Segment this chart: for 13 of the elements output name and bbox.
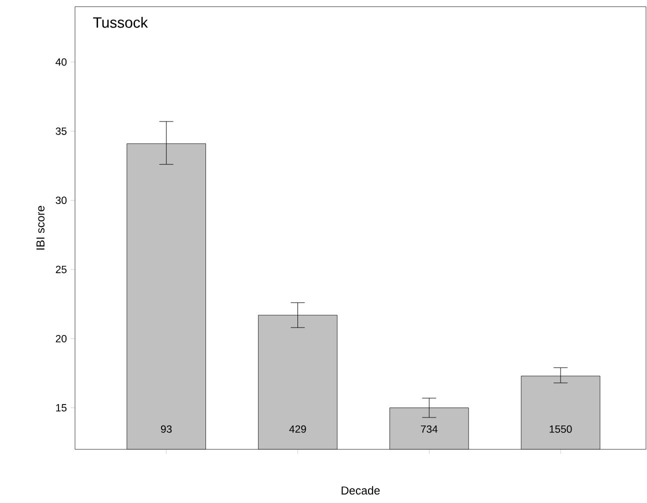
x-axis-title: Decade <box>342 486 380 495</box>
text: Tussock <box>93 16 148 28</box>
annotation: 93 <box>161 425 172 433</box>
y-tick-label: 35 <box>56 127 67 135</box>
annotation: 734 <box>420 425 438 433</box>
annotation: 1550 <box>550 425 572 433</box>
y-axis-title: IBI score <box>36 206 44 250</box>
y-tick-label: 40 <box>56 58 67 66</box>
y-tick-label: 20 <box>56 334 67 342</box>
y-tick-label: 30 <box>56 196 67 204</box>
y-tick-label: 25 <box>56 266 67 274</box>
annotation: 429 <box>289 425 306 433</box>
y-tick-label: 15 <box>56 404 67 412</box>
